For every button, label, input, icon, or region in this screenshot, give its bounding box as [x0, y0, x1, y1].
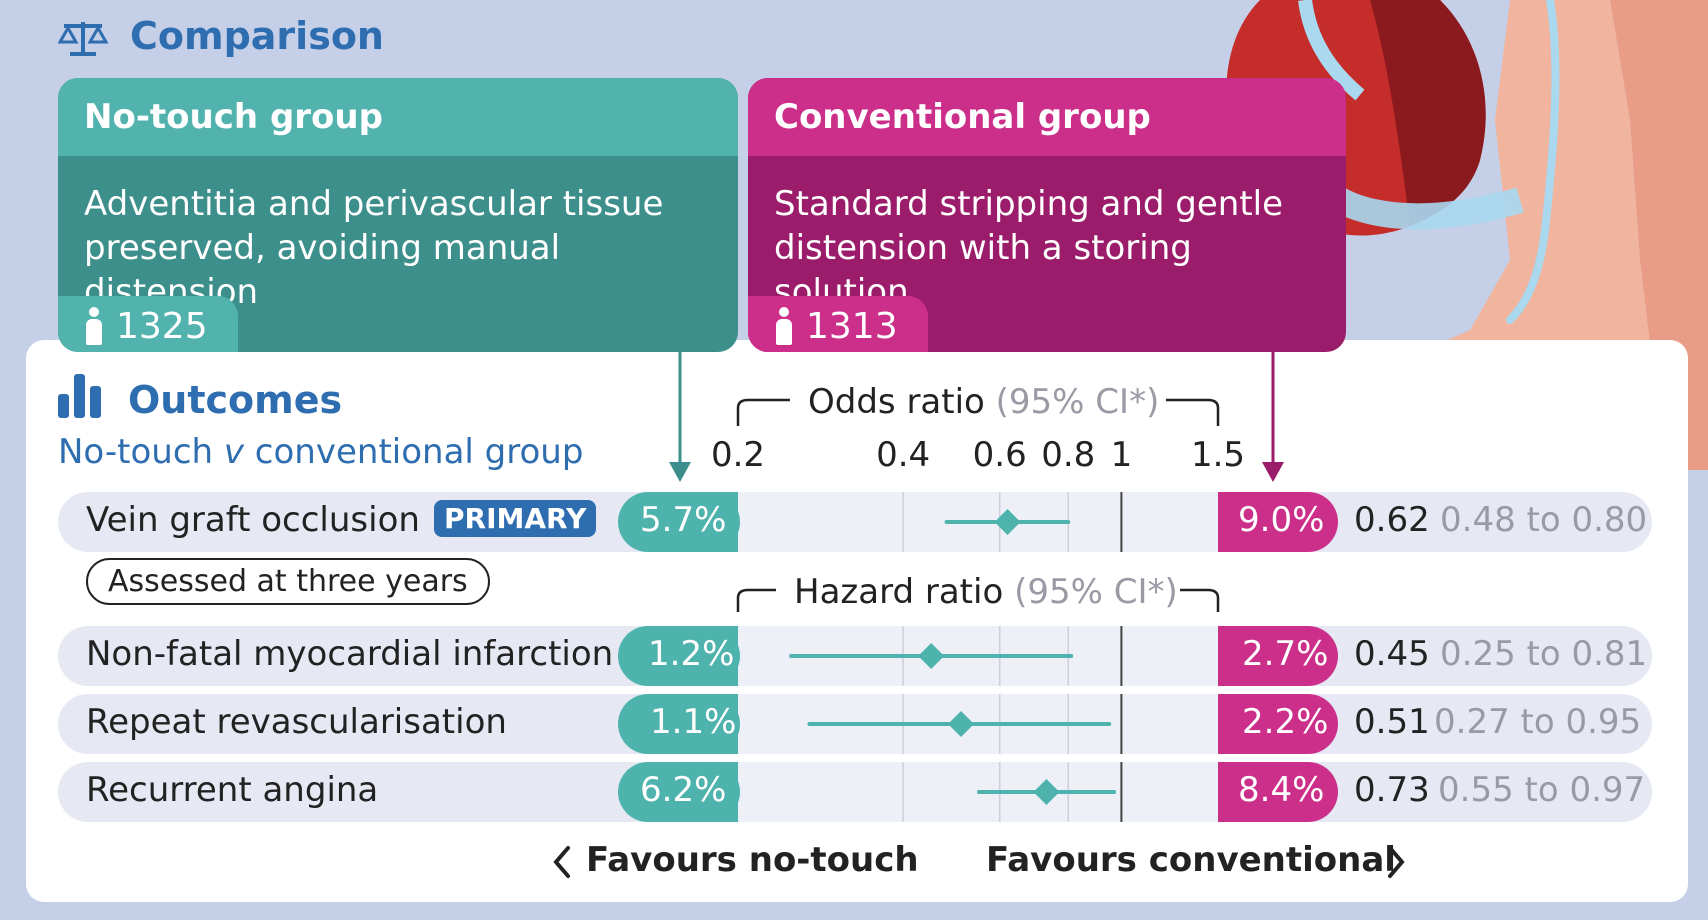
person-icon: [776, 307, 792, 345]
row-label: Recurrent angina: [86, 770, 379, 810]
tick-label: 0.4: [876, 435, 930, 475]
tick-label: 0.2: [711, 435, 765, 475]
ratio-ci: 0.55 to 0.97: [1438, 770, 1646, 810]
row-label: Non-fatal myocardial infarction: [86, 634, 614, 674]
conventional-n: 1313: [806, 305, 898, 347]
hazard-ratio-title: Hazard ratio (95% CI*): [794, 572, 1178, 612]
ratio-estimate: 0.51: [1354, 702, 1430, 742]
conventional-rate: 2.2%: [1242, 702, 1329, 742]
conventional-group-title: Conventional group: [748, 78, 1346, 156]
ratio-ci: 0.25 to 0.81: [1440, 634, 1648, 674]
scale-icon: [58, 22, 108, 56]
conventional-rate: 9.0%: [1238, 500, 1325, 540]
tick-label: 1: [1111, 435, 1133, 475]
no-touch-rate: 5.7%: [640, 500, 727, 540]
conventional-participant-count: 1313: [748, 296, 928, 352]
ratio-ci: 0.48 to 0.80: [1440, 500, 1648, 540]
tick-label: 0.8: [1041, 435, 1095, 475]
tick-label: 0.6: [973, 435, 1027, 475]
ratio-estimate: 0.62: [1354, 500, 1430, 540]
no-touch-group-description: Adventitia and perivascular tissue prese…: [84, 184, 664, 312]
bar-chart-icon: [58, 374, 101, 418]
assessed-note: Assessed at three years: [86, 558, 490, 605]
odds-ratio-title: Odds ratio (95% CI*): [808, 382, 1160, 422]
primary-badge: PRIMARY: [434, 500, 597, 537]
conventional-group-box: Conventional group Standard stripping an…: [748, 78, 1346, 352]
ratio-estimate: 0.73: [1354, 770, 1430, 810]
ratio-estimate: 0.45: [1354, 634, 1430, 674]
no-touch-rate: 6.2%: [640, 770, 727, 810]
conventional-rate: 8.4%: [1238, 770, 1325, 810]
favours-no-touch-label: Favours no-touch: [586, 840, 919, 880]
no-touch-group-box: No-touch group Adventitia and perivascul…: [58, 78, 738, 352]
tick-label: 1.5: [1191, 435, 1245, 475]
chevron-left-icon: [553, 846, 570, 878]
no-touch-participant-count: 1325: [58, 296, 238, 352]
estimate-diamond: [918, 643, 945, 669]
estimate-diamond: [1033, 779, 1060, 805]
outcomes-title: Outcomes: [128, 378, 343, 422]
estimate-diamond: [948, 711, 975, 737]
no-touch-group-title: No-touch group: [58, 78, 738, 156]
row-label: Vein graft occlusion: [86, 500, 420, 540]
person-icon: [86, 307, 102, 345]
chevron-right-icon: [1388, 846, 1405, 878]
no-touch-rate: 1.1%: [650, 702, 737, 742]
outcomes-subtitle: No-touch v conventional group: [58, 432, 584, 472]
comparison-title: Comparison: [130, 14, 384, 58]
favours-conventional-label: Favours conventional: [986, 840, 1396, 880]
estimate-diamond: [994, 509, 1021, 535]
conventional-group-description: Standard stripping and gentle distension…: [774, 184, 1284, 312]
row-label: Repeat revascularisation: [86, 702, 507, 742]
no-touch-rate: 1.2%: [648, 634, 735, 674]
no-touch-n: 1325: [116, 305, 208, 347]
conventional-rate: 2.7%: [1242, 634, 1329, 674]
ratio-ci: 0.27 to 0.95: [1434, 702, 1642, 742]
